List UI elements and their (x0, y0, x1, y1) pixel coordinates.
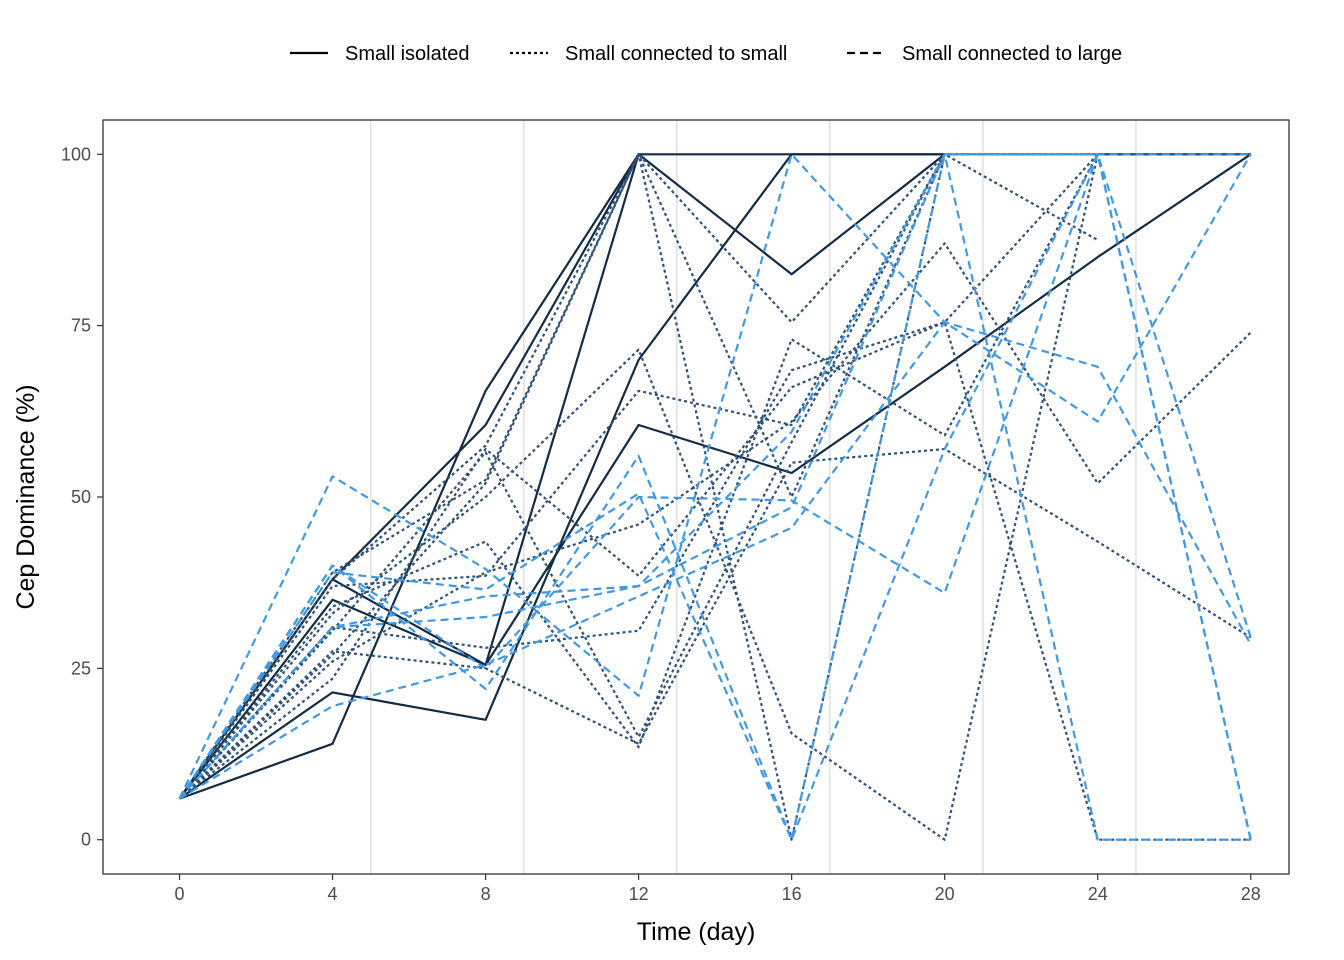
x-axis-title: Time (day) (637, 918, 756, 946)
y-tick-label: 0 (81, 830, 91, 850)
series-line-22 (178, 153, 1251, 841)
series-line-17 (178, 153, 1252, 800)
y-tick-label: 50 (71, 487, 91, 507)
series-line-15 (178, 321, 1251, 841)
y-axis-title: Cep Dominance (%) (12, 384, 40, 609)
y-tick-label: 75 (71, 316, 91, 336)
x-axis: 0 4 8 12 16 20 24 28 (175, 874, 1261, 904)
series-line-11 (178, 242, 1252, 800)
x-tick-label: 24 (1088, 884, 1108, 904)
x-tick-label: 12 (629, 884, 649, 904)
series-line-13 (178, 447, 1252, 800)
plot-panel-border (102, 119, 1290, 875)
legend: Small isolated Small connected to small Sm… (290, 43, 1122, 65)
legend-label: Small isolated (345, 43, 470, 65)
x-tick-label: 8 (481, 884, 491, 904)
series-line-9 (178, 153, 1251, 800)
y-tick-label: 100 (61, 144, 91, 164)
series-line-8 (178, 153, 1099, 800)
series-line-21 (178, 153, 1252, 800)
x-tick-label: 28 (1241, 884, 1261, 904)
y-tick-label: 25 (71, 658, 91, 678)
series-line-19 (178, 153, 1251, 800)
series-line-20 (178, 153, 1252, 840)
series-line-3 (178, 153, 945, 800)
series-line-10 (178, 153, 1251, 841)
series-line-23 (178, 153, 1252, 841)
series-line-4 (179, 153, 640, 800)
x-tick-label: 0 (175, 884, 185, 904)
series-line-7 (178, 153, 1251, 800)
series-lines (178, 153, 1252, 841)
series-line-18 (178, 153, 1252, 841)
series-line-16 (178, 153, 1251, 800)
x-tick-label: 16 (782, 884, 802, 904)
legend-label: Small connected to large (902, 43, 1122, 65)
x-tick-label: 4 (328, 884, 338, 904)
series-line-5 (178, 153, 1252, 800)
legend-label: Small connected to small (565, 43, 787, 65)
series-line-14 (178, 153, 1251, 800)
series-line-12 (178, 153, 1251, 800)
x-tick-label: 20 (935, 884, 955, 904)
y-axis: 0 25 50 75 100 (61, 144, 103, 850)
